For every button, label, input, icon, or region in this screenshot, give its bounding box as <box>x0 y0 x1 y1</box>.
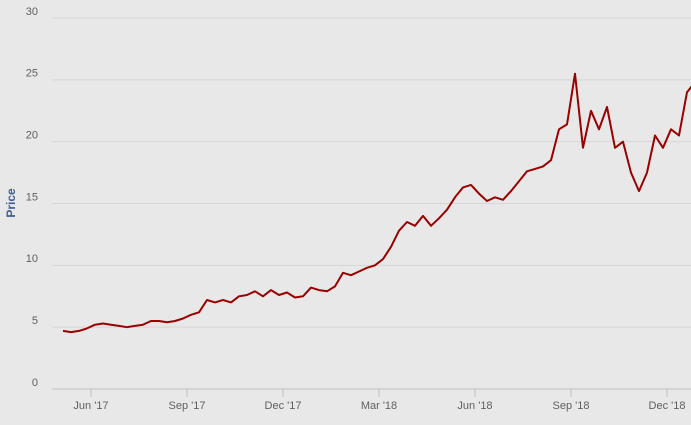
y-tick-label: 0 <box>32 377 38 389</box>
x-tick-label: Dec '18 <box>649 400 686 412</box>
x-tick-label: Jun '18 <box>457 400 492 412</box>
x-tick-label: Sep '18 <box>553 400 590 412</box>
y-tick-label: 15 <box>26 191 38 203</box>
price-line <box>62 72 691 334</box>
y-tick-label: 5 <box>32 315 38 327</box>
x-tick-label: Dec '17 <box>265 400 302 412</box>
x-tick-label: Sep '17 <box>169 400 206 412</box>
y-axis-label: Price <box>4 188 18 218</box>
x-tick-label: Mar '18 <box>361 400 397 412</box>
y-tick-label: 25 <box>26 68 38 80</box>
y-tick-label: 20 <box>26 130 38 142</box>
y-tick-label: 30 <box>26 6 38 18</box>
x-tick-label: Jun '17 <box>73 400 108 412</box>
y-tick-label: 10 <box>26 253 38 265</box>
